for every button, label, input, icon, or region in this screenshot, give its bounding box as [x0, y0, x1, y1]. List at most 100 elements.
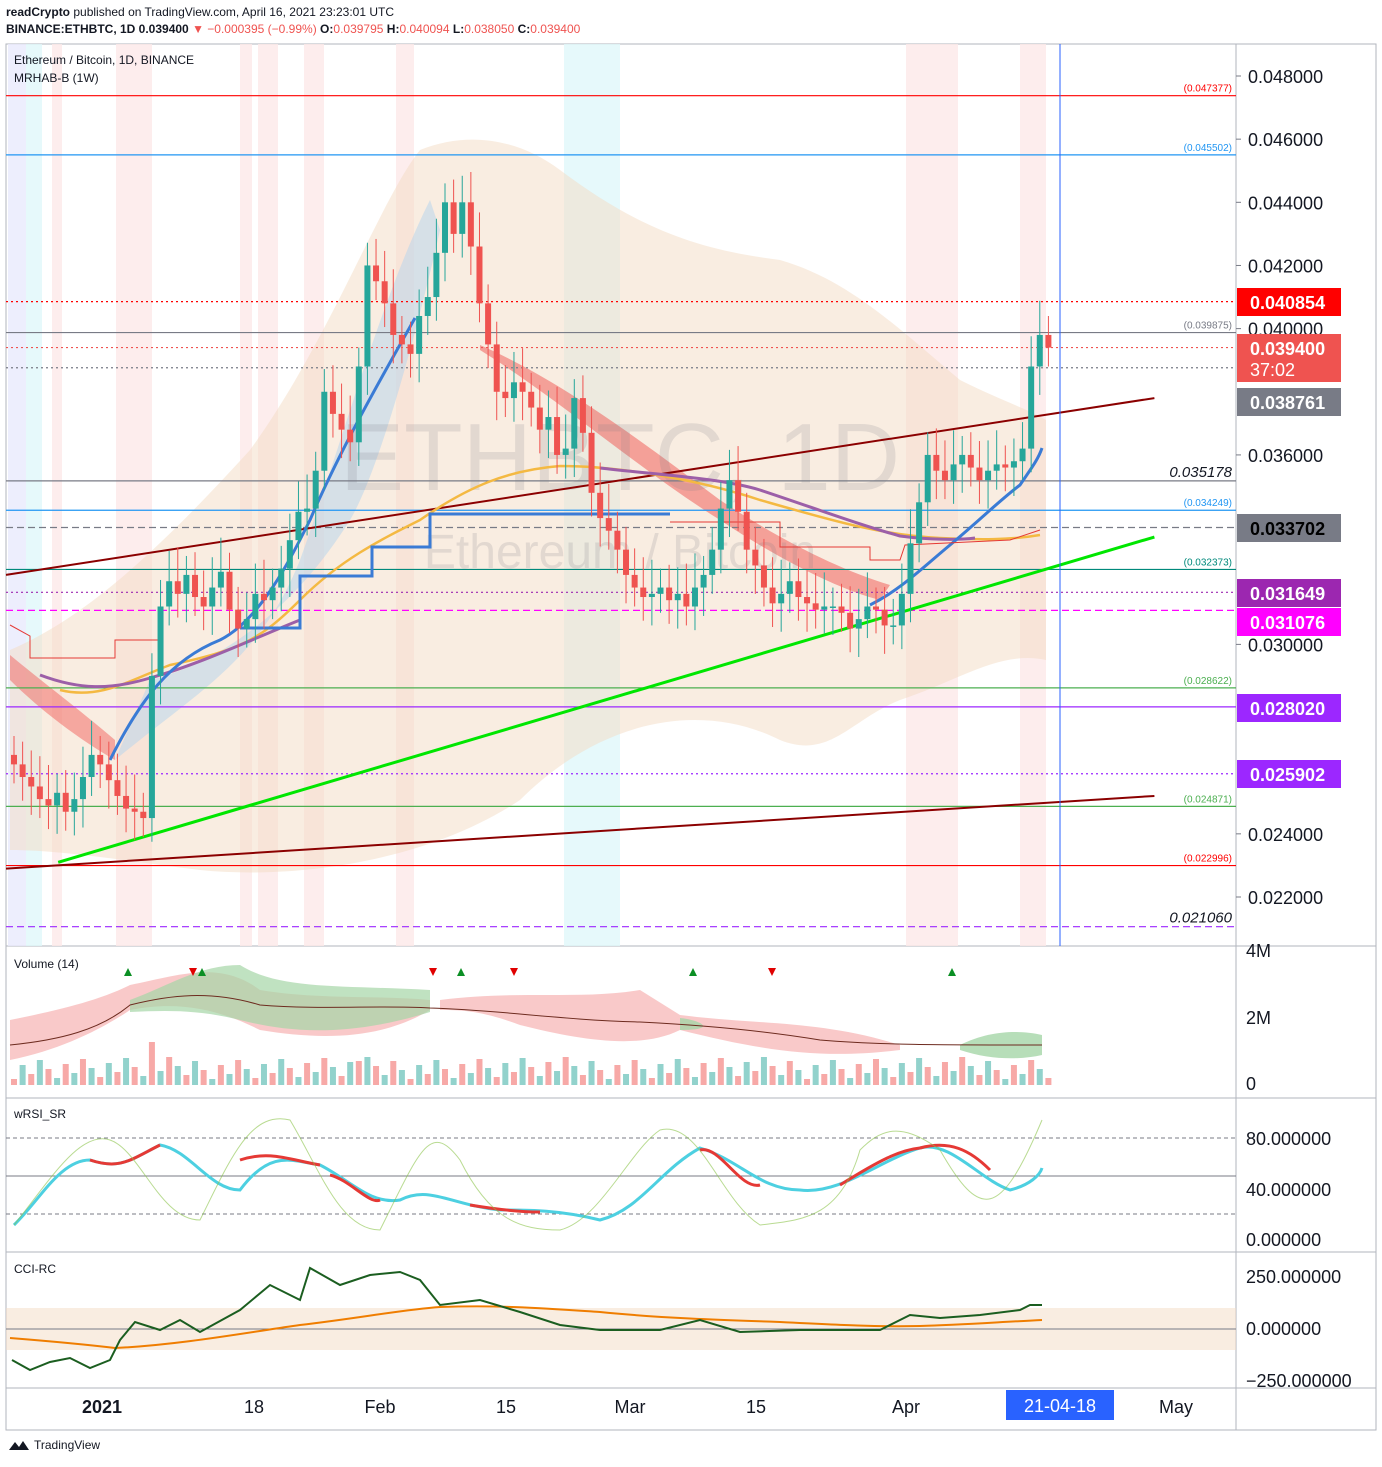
candle-body	[1002, 464, 1009, 468]
volume-bar	[985, 1061, 992, 1085]
highlight-band	[52, 44, 62, 946]
candle-body	[907, 543, 914, 594]
open-value: 0.039795	[333, 22, 384, 36]
candle-body	[760, 565, 767, 588]
volume-bar	[390, 1061, 397, 1085]
candle-body	[416, 315, 423, 354]
signal-down-icon	[768, 968, 776, 976]
volume-bar	[338, 1076, 345, 1085]
candle-body	[355, 366, 362, 443]
candle-body	[226, 571, 233, 610]
volume-bar	[717, 1058, 724, 1085]
volume-bar	[735, 1076, 742, 1085]
publish-info: readCrypto published on TradingView.com,…	[6, 5, 394, 19]
level-label: (0.039875)	[1184, 321, 1232, 332]
volume-bar	[269, 1073, 276, 1085]
volume-bar	[579, 1075, 586, 1085]
wrsi-axis-label: 40.000000	[1246, 1180, 1331, 1200]
price-badge	[1237, 514, 1341, 542]
volume-bar	[476, 1059, 483, 1085]
time-tick-label: Apr	[892, 1397, 920, 1417]
candle-body	[605, 518, 612, 531]
volume-bar	[235, 1060, 242, 1085]
candle-body	[54, 792, 61, 806]
wrsi-signal	[13, 1118, 1043, 1231]
candle-body	[148, 675, 155, 819]
signal-up-icon	[689, 968, 697, 976]
volume-bar	[174, 1066, 181, 1085]
price-tick-label: 0.022000	[1248, 888, 1323, 908]
time-tick-label: May	[1159, 1397, 1193, 1417]
volume-bar	[355, 1061, 362, 1085]
candle-body	[976, 467, 983, 481]
volume-bar	[79, 1059, 86, 1085]
volume-bar	[967, 1066, 974, 1085]
volume-bar	[657, 1064, 664, 1085]
volume-cloud-green-2	[680, 1018, 1042, 1059]
candle-body	[691, 587, 698, 607]
volume-bar	[200, 1070, 207, 1085]
low-value: 0.038050	[464, 22, 515, 36]
volume-bar	[148, 1042, 155, 1085]
signal-up-icon	[948, 968, 956, 976]
change-value: ▼ −0.000395 (−0.99%)	[192, 22, 317, 36]
candle-body	[459, 202, 466, 234]
volume-bar	[11, 1079, 17, 1085]
price-tick-label: 0.036000	[1248, 446, 1323, 466]
time-tick-label: 2021	[82, 1397, 122, 1417]
tradingview-brand[interactable]: TradingView	[34, 1438, 101, 1452]
candle-body	[709, 549, 716, 575]
candle-body	[666, 587, 673, 601]
volume-bar	[519, 1058, 526, 1085]
candle-body	[717, 508, 724, 550]
candle-body	[657, 587, 664, 594]
volume-bar	[812, 1065, 819, 1085]
candle-body	[114, 780, 121, 796]
time-tick-label: 15	[746, 1397, 766, 1417]
volume-bar	[502, 1063, 509, 1085]
price-badge	[1237, 608, 1341, 636]
cursor-date-label: 21-04-18	[1024, 1396, 1096, 1416]
candle-body	[485, 303, 492, 345]
volume-bar	[243, 1069, 250, 1085]
candle-body	[950, 464, 957, 481]
volume-bar	[433, 1060, 440, 1085]
volume-cloud-red	[10, 972, 430, 1060]
watermark-symbol: ETHBTC, 1D	[340, 404, 900, 511]
volume-bar	[1036, 1069, 1043, 1085]
channel-cloud	[10, 139, 1046, 873]
candle-body	[442, 202, 448, 253]
candle-body	[864, 606, 871, 620]
volume-bar	[123, 1058, 130, 1085]
volume-bar	[726, 1067, 733, 1085]
candle-body	[554, 417, 561, 455]
volume-bar	[209, 1079, 216, 1085]
volume-bar	[795, 1070, 802, 1085]
candle-body	[588, 432, 595, 493]
candle-body	[407, 344, 414, 354]
publisher-name[interactable]: readCrypto	[6, 5, 71, 19]
volume-bar	[674, 1059, 681, 1085]
candle-body	[476, 246, 483, 304]
candle-body	[140, 811, 147, 819]
signal-up-icon	[198, 968, 206, 976]
volume-bar	[838, 1069, 845, 1085]
candle-body	[174, 581, 181, 594]
candle-body	[562, 448, 569, 455]
candle-body	[916, 502, 923, 544]
volume-bar	[588, 1061, 595, 1085]
volume-bar	[467, 1073, 474, 1085]
volume-bar	[1010, 1065, 1017, 1085]
candle-body	[28, 777, 35, 787]
candle-body	[683, 593, 690, 607]
ma-blue-step	[240, 512, 670, 630]
volume-bar	[924, 1067, 931, 1085]
price-badge-label: 0.040854	[1250, 293, 1325, 313]
volume-bar	[769, 1066, 776, 1085]
candle-body	[778, 593, 785, 604]
candle-body	[735, 480, 742, 512]
volume-bar	[743, 1062, 750, 1085]
ma-red-thin	[9, 521, 1041, 659]
candle-body	[200, 597, 207, 607]
